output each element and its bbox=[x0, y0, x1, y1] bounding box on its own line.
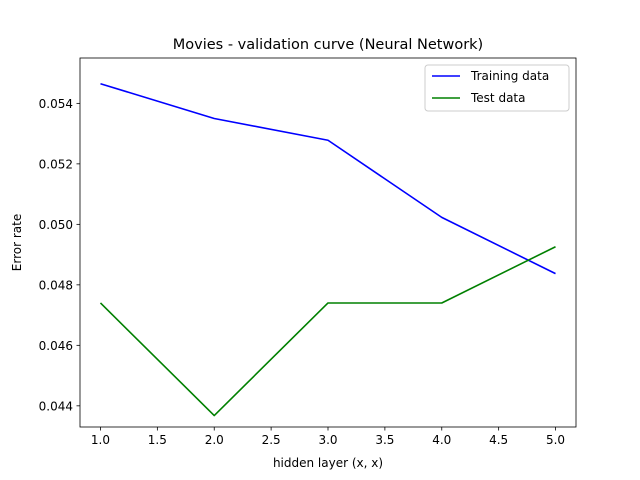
x-tick-label: 4.5 bbox=[489, 433, 508, 447]
series-line-training bbox=[100, 82, 556, 275]
x-tick-label: 1.5 bbox=[148, 433, 167, 447]
y-tick-label: 0.046 bbox=[39, 339, 73, 353]
y-tick-label: 0.054 bbox=[39, 97, 73, 111]
x-axis-ticks: 1.0 1.5 2.0 2.5 3.0 3.5 4.0 4.5 5.0 bbox=[91, 427, 565, 447]
y-tick-label: 0.044 bbox=[39, 399, 73, 413]
legend-label-training: Training data bbox=[470, 69, 549, 83]
legend-box bbox=[424, 64, 570, 112]
legend: Training data Test data bbox=[424, 64, 570, 112]
x-tick-label: 1.0 bbox=[91, 433, 110, 447]
series-line-test bbox=[99, 246, 556, 417]
series-lines bbox=[99, 82, 556, 417]
x-tick-label: 5.0 bbox=[546, 433, 565, 447]
x-tick-label: 3.0 bbox=[318, 433, 337, 447]
y-tick-label: 0.048 bbox=[39, 278, 73, 292]
x-tick-label: 4.0 bbox=[432, 433, 451, 447]
y-axis-ticks: 0.044 0.046 0.048 0.050 0.052 0.054 bbox=[39, 97, 80, 413]
y-tick-label: 0.052 bbox=[39, 157, 73, 171]
y-tick-label: 0.050 bbox=[39, 218, 73, 232]
y-axis-label: Error rate bbox=[10, 214, 24, 271]
x-axis-label: hidden layer (x, x) bbox=[273, 456, 383, 470]
plot-area bbox=[79, 57, 577, 428]
chart-title: Movies - validation curve (Neural Networ… bbox=[173, 37, 483, 53]
x-tick-label: 2.0 bbox=[205, 433, 224, 447]
legend-label-test: Test data bbox=[470, 91, 525, 105]
x-tick-label: 3.5 bbox=[375, 433, 394, 447]
x-tick-label: 2.5 bbox=[262, 433, 281, 447]
